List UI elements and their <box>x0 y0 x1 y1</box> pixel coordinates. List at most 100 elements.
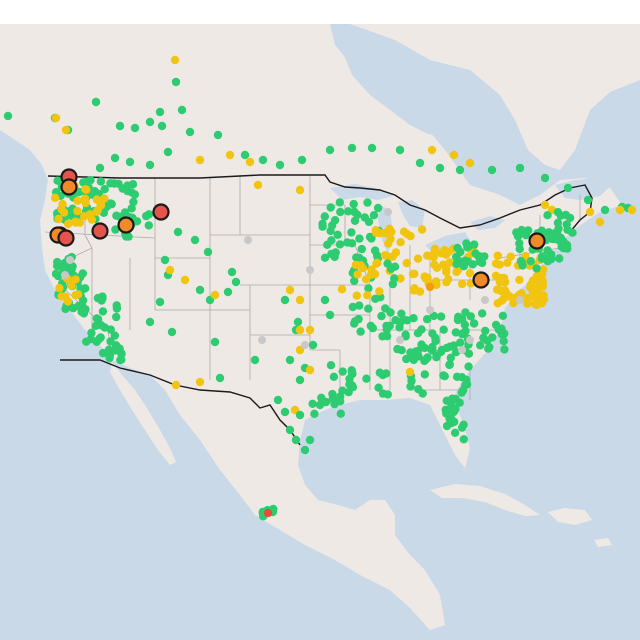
sensor-marker-good[interactable] <box>356 327 365 336</box>
sensor-marker-moderate[interactable] <box>245 157 255 167</box>
sensor-marker-good[interactable] <box>378 389 388 398</box>
sensor-marker-good[interactable] <box>79 309 89 318</box>
sensor-marker-good[interactable] <box>53 176 62 185</box>
sensor-marker-good[interactable] <box>456 338 465 347</box>
sensor-marker-moderate[interactable] <box>71 290 80 300</box>
sensor-marker-good[interactable] <box>338 367 347 376</box>
sensor-marker-good[interactable] <box>144 221 153 230</box>
sensor-marker-moderate[interactable] <box>402 258 411 268</box>
sensor-marker-good[interactable] <box>145 317 155 327</box>
sensor-marker-good[interactable] <box>469 319 479 328</box>
sensor-marker-no_data[interactable] <box>426 306 434 314</box>
sensor-marker-moderate[interactable] <box>428 252 437 261</box>
sensor-marker-good[interactable] <box>365 232 375 242</box>
sensor-marker-good[interactable] <box>51 269 61 279</box>
sensor-marker-moderate[interactable] <box>67 281 76 290</box>
sensor-marker-good[interactable] <box>353 210 362 219</box>
sensor-marker-good[interactable] <box>532 264 541 273</box>
sensor-marker-good[interactable] <box>563 183 573 193</box>
sensor-marker-moderate[interactable] <box>363 291 372 300</box>
sensor-marker-moderate[interactable] <box>100 194 109 203</box>
sensor-marker-good[interactable] <box>395 145 405 155</box>
sensor-marker-moderate[interactable] <box>413 254 423 263</box>
sensor-marker-good[interactable] <box>328 394 337 404</box>
sensor-marker-moderate[interactable] <box>496 278 505 287</box>
sensor-marker-moderate[interactable] <box>71 218 81 227</box>
sensor-marker-good[interactable] <box>128 180 138 189</box>
sensor-marker-good[interactable] <box>451 404 460 414</box>
sensor-marker-good[interactable] <box>470 240 479 249</box>
sensor-marker-good[interactable] <box>115 344 124 353</box>
sensor-marker-good[interactable] <box>79 178 88 187</box>
sensor-marker-good[interactable] <box>227 267 237 277</box>
sensor-marker-good[interactable] <box>483 336 492 345</box>
sensor-marker-good[interactable] <box>310 409 319 418</box>
sensor-marker-good[interactable] <box>355 234 364 243</box>
sensor-marker-good[interactable] <box>293 317 303 327</box>
sensor-marker-moderate[interactable] <box>449 150 459 160</box>
sensor-marker-good[interactable] <box>160 255 170 265</box>
sensor-marker-moderate[interactable] <box>627 205 637 215</box>
sensor-marker-good[interactable] <box>459 420 468 429</box>
sensor-marker-good[interactable] <box>280 407 290 417</box>
sensor-marker-moderate[interactable] <box>59 208 69 217</box>
sensor-marker-good[interactable] <box>517 225 526 235</box>
sensor-marker-good[interactable] <box>273 395 283 405</box>
sensor-marker-moderate[interactable] <box>63 219 73 229</box>
sensor-marker-good[interactable] <box>333 230 342 239</box>
sensor-marker-good[interactable] <box>600 205 610 215</box>
sensor-marker-no_data[interactable] <box>66 256 74 264</box>
sensor-marker-moderate[interactable] <box>502 288 511 297</box>
sensor-marker-good[interactable] <box>435 163 445 173</box>
sensor-marker-good[interactable] <box>432 353 441 362</box>
sensor-marker-good[interactable] <box>369 211 379 220</box>
sensor-marker-moderate[interactable] <box>50 193 60 202</box>
sensor-marker-moderate[interactable] <box>358 264 368 273</box>
sensor-marker-moderate[interactable] <box>442 265 451 274</box>
sensor-marker-moderate[interactable] <box>493 299 502 308</box>
highlight-marker-sensitive[interactable] <box>472 271 490 289</box>
sensor-marker-good[interactable] <box>171 77 181 87</box>
sensor-marker-good[interactable] <box>518 261 527 270</box>
sensor-marker-good[interactable] <box>485 342 494 352</box>
sensor-marker-good[interactable] <box>195 285 205 295</box>
sensor-marker-good[interactable] <box>451 328 460 337</box>
sensor-marker-no_data[interactable] <box>306 266 314 274</box>
sensor-marker-moderate[interactable] <box>210 290 220 300</box>
sensor-marker-moderate[interactable] <box>195 377 205 387</box>
sensor-marker-good[interactable] <box>451 394 460 404</box>
sensor-marker-moderate[interactable] <box>410 269 419 278</box>
sensor-marker-good[interactable] <box>373 203 383 213</box>
sensor-marker-good[interactable] <box>155 297 165 307</box>
sensor-marker-unhealthy[interactable] <box>263 508 273 518</box>
sensor-marker-good[interactable] <box>450 417 459 427</box>
sensor-marker-moderate[interactable] <box>366 270 376 280</box>
sensor-marker-good[interactable] <box>368 323 377 333</box>
map-canvas[interactable] <box>0 24 640 640</box>
sensor-marker-good[interactable] <box>402 316 412 325</box>
sensor-marker-good[interactable] <box>347 143 357 153</box>
sensor-marker-good[interactable] <box>481 326 490 336</box>
sensor-marker-good[interactable] <box>280 295 290 305</box>
sensor-marker-good[interactable] <box>418 389 427 398</box>
sensor-marker-good[interactable] <box>386 308 395 317</box>
sensor-marker-good[interactable] <box>436 312 446 321</box>
sensor-marker-moderate[interactable] <box>353 270 362 279</box>
sensor-marker-good[interactable] <box>563 225 572 234</box>
sensor-marker-moderate[interactable] <box>295 325 305 335</box>
sensor-marker-good[interactable] <box>515 163 525 173</box>
sensor-marker-good[interactable] <box>326 203 335 212</box>
sensor-marker-moderate[interactable] <box>295 345 305 355</box>
sensor-marker-good[interactable] <box>426 345 436 354</box>
sensor-marker-good[interactable] <box>210 337 220 347</box>
sensor-marker-good[interactable] <box>537 226 547 235</box>
sensor-marker-good[interactable] <box>258 155 268 165</box>
sensor-marker-good[interactable] <box>331 248 340 257</box>
sensor-marker-good[interactable] <box>583 195 593 205</box>
sensor-marker-good[interactable] <box>456 247 465 257</box>
sensor-marker-good[interactable] <box>297 155 307 165</box>
sensor-marker-good[interactable] <box>157 121 167 131</box>
sensor-marker-good[interactable] <box>457 258 466 267</box>
sensor-marker-good[interactable] <box>498 311 508 320</box>
sensor-marker-good[interactable] <box>450 428 460 437</box>
